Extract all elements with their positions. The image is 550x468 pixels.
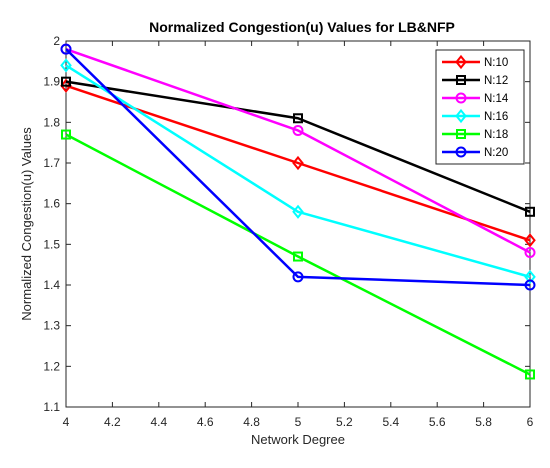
legend-item: N:16 bbox=[442, 108, 508, 124]
legend-marker bbox=[455, 54, 467, 70]
data-point bbox=[524, 233, 536, 248]
data-point bbox=[61, 129, 71, 140]
series-n-18 bbox=[61, 129, 535, 380]
data-point bbox=[292, 155, 304, 171]
series-line bbox=[65, 48, 531, 287]
legend-label: N:10 bbox=[484, 57, 508, 69]
legend-marker bbox=[455, 108, 467, 124]
x-tick-label: 5.2 bbox=[336, 415, 353, 429]
legend-marker bbox=[456, 129, 466, 139]
x-tick-label: 6 bbox=[527, 415, 534, 429]
data-point bbox=[292, 271, 304, 283]
x-tick-label: 5.8 bbox=[475, 415, 492, 429]
y-tick-label: 1.8 bbox=[43, 115, 60, 129]
legend-marker bbox=[455, 92, 467, 104]
data-point bbox=[60, 58, 72, 73]
data-point bbox=[292, 204, 304, 219]
x-tick-label: 4 bbox=[63, 415, 70, 429]
y-tick-label: 1.5 bbox=[43, 237, 60, 251]
y-tick-label: 2 bbox=[53, 34, 60, 48]
x-tick-label: 4.4 bbox=[150, 415, 167, 429]
series-line bbox=[65, 64, 531, 279]
data-point bbox=[525, 206, 535, 217]
data-point bbox=[293, 113, 303, 124]
y-tick-label: 1.4 bbox=[43, 278, 60, 292]
legend-item: N:10 bbox=[442, 54, 508, 70]
series-line bbox=[65, 80, 531, 213]
y-tick-label: 1.2 bbox=[43, 359, 60, 373]
legend-item: N:20 bbox=[442, 146, 508, 159]
series-layer bbox=[60, 43, 536, 380]
legend: N:10 N:12 N:14 N:16 N:18 N:20 bbox=[435, 49, 525, 165]
series-n-20 bbox=[60, 43, 536, 291]
y-tick-label: 1.1 bbox=[43, 400, 60, 414]
x-tick-label: 4.2 bbox=[104, 415, 121, 429]
data-point bbox=[293, 251, 303, 262]
x-tick-label: 4.6 bbox=[197, 415, 214, 429]
data-point bbox=[292, 124, 304, 136]
legend-item: N:18 bbox=[442, 129, 508, 141]
y-tick-label: 1.3 bbox=[43, 319, 60, 333]
data-point bbox=[524, 246, 536, 258]
data-point bbox=[524, 269, 536, 284]
series-n-16 bbox=[60, 58, 536, 284]
series-line bbox=[65, 84, 531, 242]
series-line bbox=[65, 133, 531, 376]
legend-label: N:12 bbox=[484, 75, 508, 87]
y-tick-label: 1.7 bbox=[43, 156, 60, 170]
data-point bbox=[524, 279, 536, 291]
y-tick-label: 1.6 bbox=[43, 197, 60, 211]
axis-ticks: 4 4.2 4.4 4.6 4.8 5 5.2 5.4 5.6 5.8 6 1.1 1.2 1.3 1.4 1… bbox=[43, 34, 533, 429]
legend-item: N:12 bbox=[442, 75, 508, 87]
data-point bbox=[60, 43, 72, 55]
chart-title: Normalized Congestion(u) Values for LB&N… bbox=[149, 19, 455, 35]
legend-item: N:14 bbox=[442, 92, 509, 105]
y-tick-label: 1.9 bbox=[43, 75, 60, 89]
series-n-12 bbox=[61, 76, 535, 217]
x-tick-label: 5 bbox=[295, 415, 302, 429]
data-point bbox=[525, 369, 535, 380]
legend-box bbox=[435, 49, 525, 165]
data-point bbox=[61, 76, 71, 87]
legend-marker bbox=[455, 146, 467, 158]
legend-label: N:14 bbox=[484, 93, 509, 105]
legend-label: N:20 bbox=[484, 147, 508, 159]
y-axis-label: Normalized Congestion(u) Values bbox=[19, 127, 34, 321]
series-line bbox=[65, 47, 531, 254]
legend-label: N:16 bbox=[484, 111, 508, 123]
x-tick-label: 4.8 bbox=[243, 415, 260, 429]
x-axis-label: Network Degree bbox=[251, 432, 345, 447]
x-tick-label: 5.4 bbox=[382, 415, 399, 429]
legend-label: N:18 bbox=[484, 129, 508, 141]
legend-marker bbox=[456, 75, 466, 85]
x-tick-label: 5.6 bbox=[429, 415, 446, 429]
